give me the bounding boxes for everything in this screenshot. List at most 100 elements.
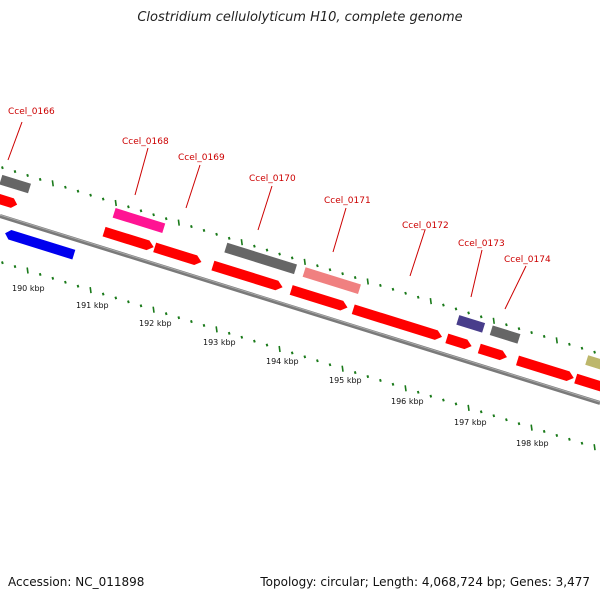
- tick-mark: [542, 429, 546, 434]
- tick-mark: [290, 256, 294, 260]
- tick-mark: [164, 312, 168, 316]
- kbp-labels: 190 kbp 191 kbp 192 kbp 193 kbp 194 kbp …: [12, 284, 549, 448]
- label-leaders: [7, 121, 527, 310]
- gene-label-ccel-0169[interactable]: Ccel_0169: [178, 153, 225, 163]
- tick-mark: [240, 239, 243, 246]
- gene-label-ccel-0172[interactable]: Ccel_0172: [402, 221, 449, 231]
- tick-mark: [114, 296, 118, 300]
- tick-mark: [416, 390, 420, 394]
- kbp-label-191: 191 kbp: [76, 301, 109, 310]
- tick-mark: [227, 236, 231, 240]
- feature-red-0173[interactable]: [445, 333, 473, 351]
- kbp-label-198: 198 kbp: [516, 439, 549, 448]
- tick-mark: [442, 303, 445, 307]
- feature-layer: [0, 174, 600, 396]
- tick-mark: [517, 327, 521, 331]
- tick-mark: [13, 264, 17, 269]
- tick-mark: [303, 258, 306, 266]
- tick-mark: [177, 219, 180, 226]
- tick-mark: [51, 180, 54, 187]
- tick-mark: [303, 355, 307, 359]
- tick-mark: [593, 444, 596, 451]
- tick-mark: [253, 339, 256, 343]
- tick-mark: [467, 404, 470, 412]
- tick-mark: [379, 378, 382, 383]
- feature-red-0174[interactable]: [477, 343, 509, 362]
- tick-mark: [114, 199, 117, 207]
- tick-mark: [139, 304, 143, 308]
- feature-red-0172[interactable]: [351, 304, 444, 341]
- feature-red-0165[interactable]: [0, 192, 19, 209]
- feature-red-0175[interactable]: [515, 355, 575, 383]
- tick-mark: [26, 267, 29, 274]
- tick-mark: [593, 350, 596, 354]
- tick-mark: [316, 264, 319, 268]
- feature-red-0169[interactable]: [153, 242, 203, 267]
- feature-red-0170[interactable]: [211, 260, 284, 292]
- tick-mark: [26, 173, 29, 178]
- tick-mark: [530, 424, 533, 431]
- tick-mark: [366, 278, 369, 285]
- tick-mark: [202, 323, 206, 328]
- tick-mark: [530, 330, 533, 335]
- tick-mark: [479, 315, 483, 319]
- feature-olive-right[interactable]: [585, 355, 600, 376]
- tick-mark: [190, 319, 193, 324]
- tick-mark: [38, 177, 42, 182]
- tick-mark: [89, 193, 92, 197]
- tick-mark: [492, 317, 495, 324]
- tick-mark: [253, 244, 256, 248]
- tick-mark: [64, 185, 67, 189]
- gene-label-ccel-0166[interactable]: Ccel_0166: [8, 107, 55, 117]
- tick-mark: [51, 276, 55, 280]
- feature-pink-0171[interactable]: [302, 267, 361, 294]
- tick-mark: [190, 224, 193, 229]
- tick-mark: [177, 316, 181, 320]
- outer-tick-track: [1, 166, 596, 354]
- tick-mark: [38, 272, 42, 277]
- tick-mark: [13, 169, 17, 174]
- tick-mark: [505, 323, 508, 327]
- map-title: Clostridium cellulolyticum H10, complete…: [137, 10, 463, 25]
- feature-blue-reverse[interactable]: [4, 229, 76, 260]
- gene-label-ccel-0168[interactable]: Ccel_0168: [122, 137, 169, 147]
- feature-navy-0173[interactable]: [456, 315, 486, 333]
- feature-red-0168[interactable]: [102, 226, 156, 252]
- gene-label-ccel-0173[interactable]: Ccel_0173: [458, 239, 505, 249]
- feature-red-0171[interactable]: [289, 285, 349, 312]
- tick-mark: [442, 398, 445, 402]
- feature-grey-0166[interactable]: [0, 174, 31, 194]
- tick-mark: [379, 283, 382, 288]
- tick-mark: [341, 272, 344, 276]
- gene-label-ccel-0174[interactable]: Ccel_0174: [504, 255, 551, 265]
- feature-grey-0174[interactable]: [489, 325, 521, 344]
- tick-mark: [454, 402, 458, 406]
- tick-mark: [429, 394, 433, 398]
- tick-mark: [391, 287, 395, 291]
- gene-label-ccel-0171[interactable]: Ccel_0171: [324, 196, 371, 206]
- tick-mark: [505, 418, 508, 422]
- tick-mark: [328, 268, 332, 272]
- tick-mark: [278, 345, 281, 353]
- tick-mark: [366, 374, 370, 379]
- accession-label: Accession: NC_011898: [8, 575, 145, 589]
- tick-mark: [580, 346, 584, 350]
- kbp-label-195: 195 kbp: [329, 376, 362, 385]
- feature-grey-0170[interactable]: [224, 242, 298, 275]
- gene-labels: Ccel_0166 Ccel_0168 Ccel_0169 Ccel_0170 …: [8, 107, 551, 265]
- kbp-label-196: 196 kbp: [391, 397, 424, 406]
- kbp-label-190: 190 kbp: [12, 284, 45, 293]
- tick-mark: [265, 248, 269, 252]
- kbp-label-193: 193 kbp: [203, 338, 236, 347]
- tick-mark: [353, 370, 357, 375]
- kbp-label-197: 197 kbp: [454, 418, 487, 427]
- tick-mark: [290, 351, 294, 355]
- tick-mark: [454, 307, 458, 311]
- tick-mark: [328, 363, 332, 367]
- feature-magenta-0168[interactable]: [112, 208, 166, 234]
- tick-mark: [139, 209, 143, 213]
- feature-red-right[interactable]: [574, 373, 600, 396]
- gene-label-ccel-0170[interactable]: Ccel_0170: [249, 174, 296, 184]
- tick-mark: [152, 213, 155, 217]
